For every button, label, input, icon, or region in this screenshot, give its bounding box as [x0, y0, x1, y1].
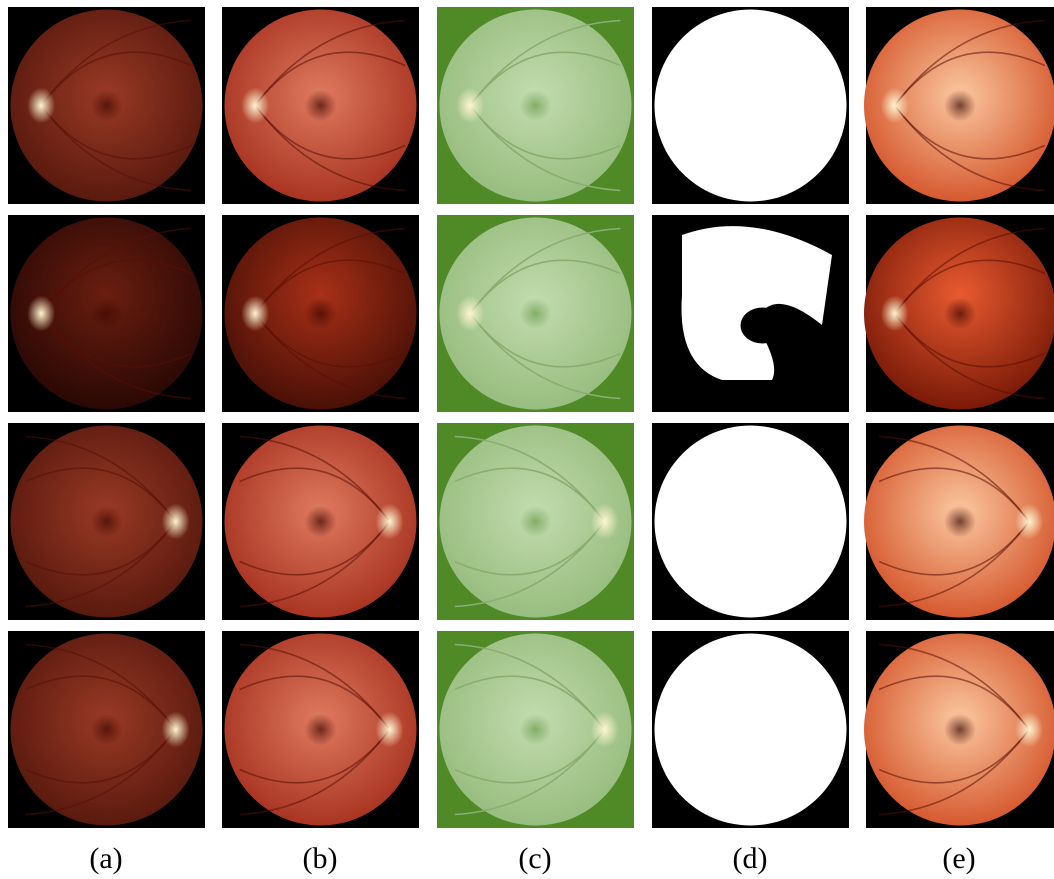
optic-disc [376, 504, 404, 540]
fovea [305, 90, 337, 122]
fovea [305, 298, 337, 330]
mask [655, 634, 847, 826]
fovea [91, 90, 123, 122]
fundus-image [652, 215, 849, 412]
optic-disc [456, 296, 484, 332]
optic-disc [881, 88, 909, 124]
fovea [944, 506, 976, 538]
fovea [944, 714, 976, 746]
fundus-image [652, 423, 849, 620]
optic-disc [376, 712, 404, 748]
optic-disc [881, 296, 909, 332]
fundus-image [8, 631, 205, 828]
fundus-image [222, 423, 419, 620]
panel-label: (a) [89, 842, 122, 875]
optic-disc [162, 712, 190, 748]
fovea [305, 506, 337, 538]
optic-disc [27, 296, 55, 332]
fundus-image [8, 215, 205, 412]
fundus-image [437, 7, 634, 204]
optic-disc [241, 88, 269, 124]
optic-disc [241, 296, 269, 332]
fundus-image [864, 423, 1054, 620]
fovea [91, 714, 123, 746]
figure: (a) (b) (c) (d) (e) [0, 0, 1054, 879]
fundus-image [864, 631, 1054, 828]
fovea [520, 714, 552, 746]
optic-disc [27, 88, 55, 124]
mask [655, 10, 847, 202]
fundus-image [652, 7, 849, 204]
fovea [520, 506, 552, 538]
image-grid [8, 7, 1054, 828]
mask-hole [741, 308, 785, 344]
fundus-image [222, 215, 419, 412]
fovea [305, 714, 337, 746]
optic-disc [591, 712, 619, 748]
optic-disc [162, 504, 190, 540]
fundus-image [437, 631, 634, 828]
optic-disc [456, 88, 484, 124]
fovea [91, 506, 123, 538]
fundus-image [864, 215, 1054, 412]
optic-disc [591, 504, 619, 540]
fovea [520, 298, 552, 330]
panel-label: (e) [942, 842, 975, 875]
fovea [944, 90, 976, 122]
fundus-image [864, 7, 1054, 204]
fundus-image [222, 631, 419, 828]
panel-label: (d) [733, 842, 768, 875]
panel-label: (b) [303, 842, 338, 875]
fundus-image [8, 7, 205, 204]
fovea [91, 298, 123, 330]
panel-label: (c) [518, 842, 551, 875]
fundus-image [437, 423, 634, 620]
fundus-image [437, 215, 634, 412]
fundus-image [222, 7, 419, 204]
fundus-image [8, 423, 205, 620]
optic-disc [1015, 504, 1043, 540]
mask [655, 426, 847, 618]
figure-canvas: (a) (b) (c) (d) (e) [0, 0, 1054, 879]
fovea [944, 298, 976, 330]
panel-labels: (a) (b) (c) (d) (e) [89, 842, 975, 875]
fovea [520, 90, 552, 122]
fundus-image [652, 631, 849, 828]
optic-disc [1015, 712, 1043, 748]
